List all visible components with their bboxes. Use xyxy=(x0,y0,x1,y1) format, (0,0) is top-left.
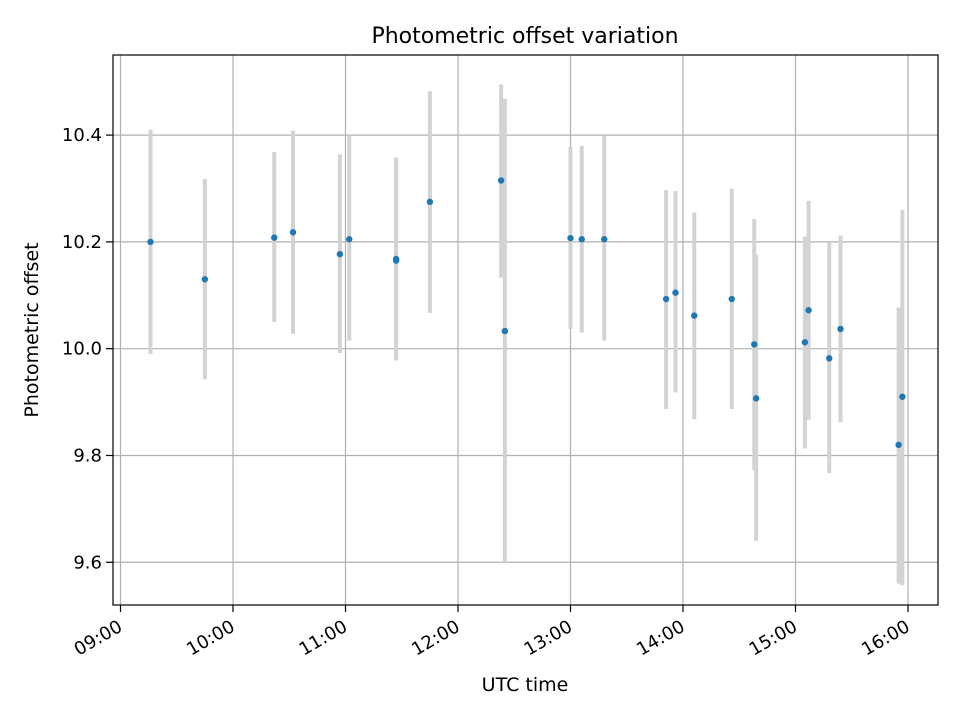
data-point xyxy=(392,257,400,264)
data-point xyxy=(691,312,698,319)
x-axis-label: UTC time xyxy=(482,674,569,696)
data-point xyxy=(336,250,344,258)
data-point xyxy=(567,234,574,242)
data-point xyxy=(426,198,434,206)
data-point xyxy=(826,355,833,362)
data-point xyxy=(662,295,670,303)
y-tick-label: 9.6 xyxy=(73,552,102,573)
data-point xyxy=(147,238,154,246)
data-points xyxy=(147,177,906,449)
data-point xyxy=(895,441,902,449)
data-point xyxy=(501,327,509,335)
data-point xyxy=(346,236,353,243)
data-point xyxy=(801,339,809,346)
data-point xyxy=(271,234,278,241)
chart-title: Photometric offset variation xyxy=(371,24,678,49)
data-point xyxy=(899,393,906,400)
y-tick-label: 10.0 xyxy=(62,339,102,360)
data-point xyxy=(289,229,297,236)
data-point xyxy=(497,177,505,184)
data-point xyxy=(728,295,735,303)
y-tick-label: 9.8 xyxy=(73,445,102,466)
data-point xyxy=(578,236,585,243)
data-point xyxy=(201,276,209,283)
data-point xyxy=(752,395,760,402)
y-tick-label: 10.4 xyxy=(62,125,102,146)
y-axis-ticks: 9.6 9.8 10.0 10.2 10.4 xyxy=(62,125,113,573)
grid xyxy=(113,55,938,605)
y-tick-label: 10.2 xyxy=(62,232,102,253)
data-point xyxy=(805,307,812,314)
data-point xyxy=(672,289,679,296)
data-point xyxy=(601,236,608,243)
y-axis-label: Photometric offset xyxy=(21,242,43,417)
data-point xyxy=(837,325,844,333)
plot-frame xyxy=(112,54,939,606)
data-point xyxy=(751,341,758,348)
